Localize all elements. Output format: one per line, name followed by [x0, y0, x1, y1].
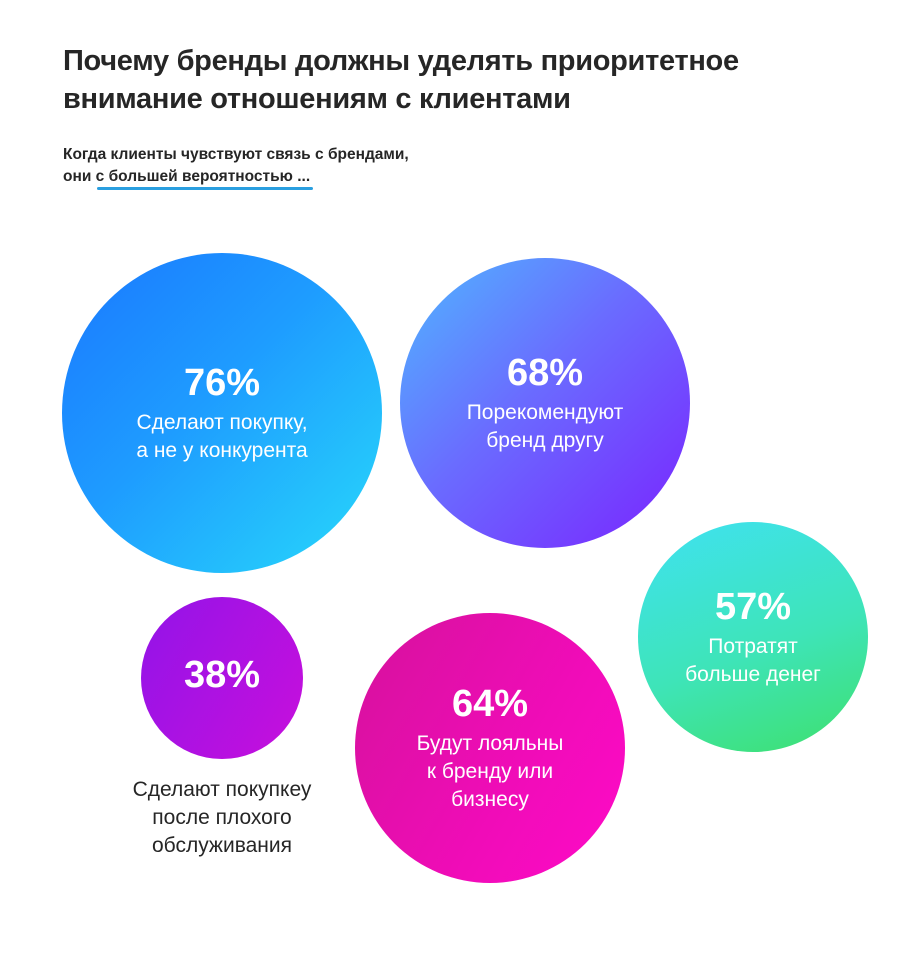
bubble-label: Потратят больше денег	[685, 633, 821, 689]
bubble-value: 68%	[506, 352, 584, 394]
bubble-38-label: Сделают покупкеу после плохого обслужива…	[102, 776, 342, 860]
label-line: бизнесу	[451, 788, 529, 811]
page-title: Почему бренды должны уделять приоритетно…	[63, 45, 739, 115]
bubble-label: Сделают покупку, а не у конкурента	[136, 409, 307, 465]
bubble-38: 38%	[141, 597, 303, 759]
label-line: Будут лояльны	[416, 732, 564, 755]
subtitle-line-1: Когда клиенты чувствуют связь с брендами…	[63, 146, 409, 163]
bubble-label: Порекомендуют бренд другу	[467, 399, 624, 455]
bubble-76: 76% Сделают покупку, а не у конкурента	[62, 253, 382, 573]
subtitle: Когда клиенты чувствуют связь с брендами…	[63, 144, 563, 188]
label-line: после плохого	[152, 806, 292, 829]
bubble-value: 64%	[451, 683, 529, 725]
label-line: больше денег	[685, 663, 821, 686]
bubble-57: 57% Потратят больше денег	[638, 522, 868, 752]
label-line: к бренду или	[426, 760, 554, 783]
bubble-64: 64% Будут лояльны к бренду или бизнесу	[355, 613, 625, 883]
bubble-value: 38%	[183, 654, 261, 696]
label-line: Сделают покупку,	[136, 411, 308, 434]
bubble-68: 68% Порекомендуют бренд другу	[400, 258, 690, 548]
bubble-value: 57%	[714, 586, 792, 628]
bubble-value: 76%	[183, 362, 261, 404]
label-line: Порекомендуют	[466, 401, 624, 424]
label-line: Потратят	[708, 635, 798, 658]
label-line: а не у конкурента	[136, 439, 308, 462]
bubble-label: Будут лояльны к бренду или бизнесу	[417, 730, 564, 814]
subtitle-line-2: они с большей вероятностью ...	[63, 168, 311, 185]
label-line: обслуживания	[151, 834, 293, 857]
label-line: Сделают покупкеу	[132, 778, 312, 801]
label-line: бренд другу	[486, 429, 604, 452]
subtitle-underline	[97, 187, 313, 190]
